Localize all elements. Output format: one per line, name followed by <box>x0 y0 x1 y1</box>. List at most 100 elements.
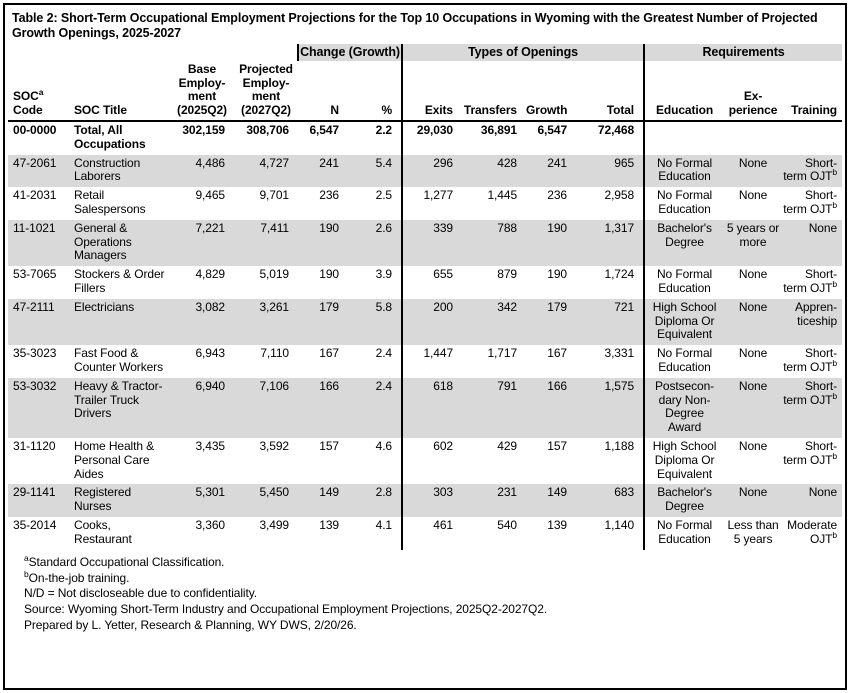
projected-employment-cell: 5,450 <box>234 484 298 517</box>
training-cell: Short-term OJTb <box>783 188 838 217</box>
soc-title-cell: Heavy & Tractor-Trailer Truck Drivers <box>74 377 170 438</box>
experience-cell: None <box>738 346 768 361</box>
growth-cell: 179 <box>526 298 577 346</box>
transfers-cell: 540 <box>497 517 518 532</box>
projected-employment-cell: 7,411 <box>234 219 298 267</box>
transfers-cell: 36,891 <box>480 123 518 138</box>
column-header-total: Total <box>576 60 646 123</box>
change-n-cell: 190 <box>298 219 348 267</box>
growth-cell: 6,547 <box>537 123 568 138</box>
total-cell: 1,140 <box>576 516 646 550</box>
soc-code-cell: 47-2111 <box>8 298 74 346</box>
change-n-cell: 167 <box>319 346 339 361</box>
change-n-cell: 241 <box>298 154 348 188</box>
table-row: 11-1021 General & Operations Managers 7,… <box>8 219 843 267</box>
superscript-b: b <box>832 450 838 461</box>
table-row: 35-3023 Fast Food & Counter Workers 6,94… <box>8 345 842 378</box>
superscript-b: b <box>832 279 838 290</box>
exits-cell: 602 <box>433 439 454 453</box>
soc-code-cell: 29-1141 <box>8 484 74 517</box>
experience-cell: None <box>724 377 783 438</box>
exits-cell: 618 <box>402 377 463 438</box>
superscript-a: a <box>38 87 44 98</box>
education-cell <box>644 121 724 155</box>
soc-code-cell: 11-1021 <box>8 219 74 267</box>
table-row: 29-1141 Registered Nurses 5,301 5,450 14… <box>8 484 843 517</box>
soc-code-cell: 41-2031 <box>13 188 57 203</box>
column-header-growth: Growth <box>526 60 577 123</box>
change-pct-cell: 2.4 <box>348 345 404 378</box>
table-frame: Table 2: Short-Term Occupational Employm… <box>3 3 847 690</box>
change-pct-cell: 2.2 <box>348 121 404 155</box>
change-pct-cell: 3.9 <box>348 266 404 299</box>
base-employment-cell: 4,829 <box>195 267 225 282</box>
education-cell: Postsecon-dary Non-Degree Award <box>644 377 725 438</box>
change-n-cell: 157 <box>319 439 339 453</box>
training-cell: Moderate OJTb <box>787 517 838 546</box>
education-cell: No Formal Education <box>656 188 713 217</box>
superscript-b: b <box>832 167 838 178</box>
exits-cell: 655 <box>433 267 454 282</box>
exits-cell: 461 <box>433 517 454 532</box>
total-cell: 1,575 <box>576 377 646 438</box>
soc-code-cell: 35-2014 <box>13 517 57 532</box>
growth-cell: 190 <box>526 219 577 267</box>
experience-cell: None <box>738 439 768 453</box>
footnote-nd: N/D = Not discloseable due to confidenti… <box>24 586 257 601</box>
experience-cell: None <box>724 484 783 517</box>
change-pct-cell: 4.6 <box>348 438 404 485</box>
table-row: 31-1120 Home Health & Personal Care Aide… <box>8 438 842 485</box>
group-header-row: Change (Growth) Types of Openings Requir… <box>8 43 843 61</box>
projected-employment-cell: 3,592 <box>259 439 289 453</box>
column-header-base-employment: Base Employ-ment (2025Q2) <box>170 60 234 123</box>
transfers-cell: 1,717 <box>487 346 518 361</box>
table-row: 47-2111 Electricians 3,082 3,261 179 5.8… <box>8 298 843 346</box>
education-cell: Bachelor's Degree <box>644 219 725 267</box>
training-cell: Short-term OJTb <box>783 439 838 467</box>
change-n-cell: 139 <box>319 517 339 532</box>
education-cell: No Formal Education <box>656 517 713 546</box>
total-cell: 721 <box>576 298 646 346</box>
soc-code-cell: 53-3032 <box>8 377 74 438</box>
exits-cell: 1,277 <box>423 188 454 203</box>
projected-employment-cell: 308,706 <box>246 123 289 138</box>
projected-employment-cell: 5,019 <box>259 267 289 282</box>
superscript-b: b <box>832 390 838 401</box>
projected-employment-cell: 9,701 <box>259 188 289 203</box>
transfers-cell: 428 <box>462 154 527 188</box>
soc-title-cell: Fast Food & Counter Workers <box>74 346 163 375</box>
table-row: 35-2014 Cooks, Restaurant 3,360 3,499 13… <box>8 516 842 550</box>
column-header-transfers: Transfers <box>462 60 527 123</box>
change-n-cell: 179 <box>298 298 348 346</box>
training-cell: Short-term OJTb <box>782 377 843 438</box>
soc-code-cell: 53-7065 <box>13 267 57 282</box>
training-cell: Short-term OJTb <box>783 346 838 375</box>
footnotes: aStandard Occupational Classification. b… <box>8 550 842 635</box>
education-cell: No Formal Education <box>656 346 713 375</box>
soc-code-cell: 31-1120 <box>13 439 56 453</box>
base-employment-cell: 3,082 <box>170 298 234 346</box>
change-n-cell: 6,547 <box>309 123 339 138</box>
total-cell: 683 <box>576 484 646 517</box>
column-header-n: N <box>298 60 348 123</box>
table-row: 53-7065 Stockers & Order Fillers 4,829 5… <box>8 266 842 299</box>
soc-title-cell: General & Operations Managers <box>74 219 170 267</box>
growth-cell: 236 <box>547 188 568 203</box>
change-pct-cell: 4.1 <box>348 516 404 550</box>
total-cell: 2,958 <box>576 187 646 220</box>
experience-cell <box>724 121 782 155</box>
growth-cell: 167 <box>547 346 568 361</box>
superscript-b: b <box>832 358 838 369</box>
change-n-cell: 149 <box>298 484 348 517</box>
transfers-cell: 231 <box>462 484 527 517</box>
soc-code-cell: 00-0000 <box>13 123 57 138</box>
base-employment-cell: 3,435 <box>195 439 225 453</box>
soc-title-cell: Stockers & Order Fillers <box>74 267 165 296</box>
base-employment-cell: 9,465 <box>195 188 225 203</box>
total-cell: 1,317 <box>576 219 646 267</box>
education-cell: No Formal Education <box>644 154 725 188</box>
growth-cell: 166 <box>526 377 577 438</box>
soc-title-cell: Registered Nurses <box>74 484 170 517</box>
exits-cell: 200 <box>402 298 463 346</box>
total-cell: 965 <box>576 154 646 188</box>
